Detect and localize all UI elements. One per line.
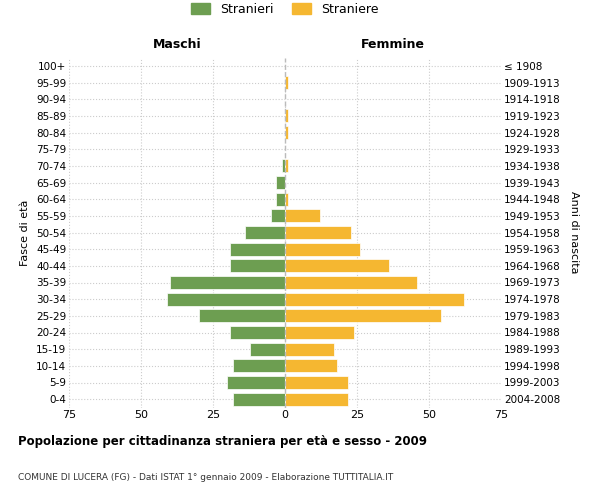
Bar xyxy=(285,376,349,389)
Bar xyxy=(167,292,285,306)
Bar xyxy=(285,360,337,372)
Bar xyxy=(285,342,334,355)
Bar xyxy=(271,210,285,222)
Bar xyxy=(230,326,285,339)
Bar xyxy=(285,326,354,339)
Bar xyxy=(285,210,320,222)
Legend: Stranieri, Straniere: Stranieri, Straniere xyxy=(188,0,382,20)
Text: COMUNE DI LUCERA (FG) - Dati ISTAT 1° gennaio 2009 - Elaborazione TUTTITALIA.IT: COMUNE DI LUCERA (FG) - Dati ISTAT 1° ge… xyxy=(18,472,393,482)
Bar xyxy=(285,126,288,139)
Bar xyxy=(285,292,464,306)
Bar xyxy=(285,76,288,89)
Bar xyxy=(199,310,285,322)
Y-axis label: Anni di nascita: Anni di nascita xyxy=(569,191,579,274)
Bar xyxy=(245,226,285,239)
Bar xyxy=(227,376,285,389)
Text: Popolazione per cittadinanza straniera per età e sesso - 2009: Popolazione per cittadinanza straniera p… xyxy=(18,435,427,448)
Bar xyxy=(285,192,288,205)
Text: Maschi: Maschi xyxy=(152,38,202,51)
Bar xyxy=(285,260,389,272)
Bar xyxy=(285,160,288,172)
Bar xyxy=(233,392,285,406)
Bar xyxy=(282,160,285,172)
Bar xyxy=(285,392,349,406)
Bar xyxy=(285,310,440,322)
Text: Femmine: Femmine xyxy=(361,38,425,51)
Bar xyxy=(230,260,285,272)
Bar xyxy=(285,226,351,239)
Bar xyxy=(233,360,285,372)
Bar xyxy=(285,276,418,289)
Bar xyxy=(230,242,285,256)
Y-axis label: Fasce di età: Fasce di età xyxy=(20,200,31,266)
Bar xyxy=(277,192,285,205)
Bar xyxy=(285,242,360,256)
Bar xyxy=(250,342,285,355)
Bar xyxy=(170,276,285,289)
Bar xyxy=(277,176,285,189)
Bar xyxy=(285,110,288,122)
